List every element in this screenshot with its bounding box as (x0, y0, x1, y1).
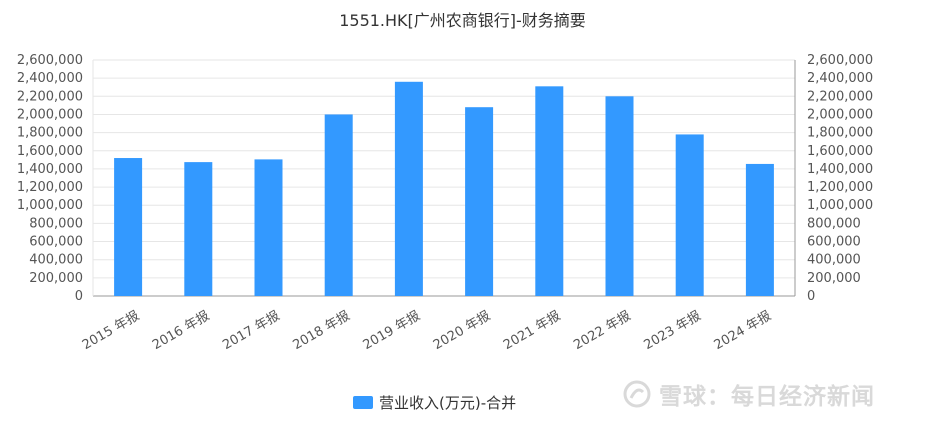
chart-title: 1551.HK[广州农商银行]-财务摘要 (339, 11, 586, 30)
left-y-tick-label: 2,600,000 (17, 53, 83, 68)
x-tick-label: 2017 年报 (220, 308, 282, 353)
bar[interactable] (465, 107, 494, 296)
right-y-tick-label: 2,000,000 (807, 107, 873, 122)
x-axis: 2015 年报 2016 年报 2017 年报 2018 年报 2019 年报 2020 … (80, 308, 774, 353)
right-y-tick-label: 1,800,000 (807, 126, 873, 141)
watermark: 雪球：每日经济新闻 (623, 377, 875, 411)
x-tick-label: 2022 年报 (571, 308, 633, 353)
right-y-tick-label: 600,000 (807, 235, 861, 250)
right-y-axis: 0 200,000 400,000 600,000 800,000 1,000,000 1,… (807, 53, 873, 304)
right-y-tick-label: 1,400,000 (807, 162, 873, 177)
right-y-tick-label: 400,000 (807, 253, 861, 268)
bar[interactable] (535, 86, 564, 296)
left-y-tick-label: 800,000 (29, 216, 83, 231)
right-y-tick-label: 1,200,000 (807, 180, 873, 195)
bar[interactable] (254, 159, 283, 296)
legend-label: 营业收入(万元)-合并 (379, 394, 517, 412)
bar[interactable] (324, 114, 353, 296)
left-y-tick-label: 2,400,000 (17, 71, 83, 86)
snowball-logo-icon (623, 380, 651, 408)
left-y-tick-label: 400,000 (29, 253, 83, 268)
bar[interactable] (394, 81, 423, 297)
left-y-tick-label: 600,000 (29, 235, 83, 250)
x-tick-label: 2024 年报 (712, 308, 774, 353)
x-tick-label: 2015 年报 (80, 308, 142, 353)
x-tick-label: 2019 年报 (361, 308, 423, 353)
left-y-axis: 0 200,000 400,000 600,000 800,000 1,000,000 1,… (17, 53, 83, 304)
legend-swatch (353, 396, 373, 409)
left-y-tick-label: 1,200,000 (17, 180, 83, 195)
x-tick-label: 2023 年报 (641, 308, 703, 353)
left-y-tick-label: 1,000,000 (17, 198, 83, 213)
left-y-tick-label: 200,000 (29, 271, 83, 286)
bar[interactable] (745, 163, 774, 296)
bars-layer (114, 81, 774, 297)
right-y-tick-label: 800,000 (807, 216, 861, 231)
bar[interactable] (184, 162, 213, 296)
x-tick-label: 2016 年报 (150, 308, 212, 353)
legend[interactable]: 营业收入(万元)-合并 (353, 392, 516, 413)
left-y-tick-label: 1,800,000 (17, 126, 83, 141)
left-y-tick-label: 2,200,000 (17, 89, 83, 104)
bar[interactable] (114, 158, 143, 296)
x-tick-label: 2021 年报 (501, 308, 563, 353)
watermark-text: 雪球：每日经济新闻 (659, 384, 875, 410)
x-tick-label: 2018 年报 (290, 308, 352, 353)
left-y-tick-label: 0 (75, 289, 83, 304)
x-tick-label: 2020 年报 (431, 308, 493, 353)
bar[interactable] (675, 134, 704, 296)
left-y-tick-label: 2,000,000 (17, 107, 83, 122)
right-y-tick-label: 2,200,000 (807, 89, 873, 104)
right-y-tick-label: 1,000,000 (807, 198, 873, 213)
right-y-tick-label: 0 (807, 289, 815, 304)
left-y-tick-label: 1,600,000 (17, 144, 83, 159)
right-y-tick-label: 1,600,000 (807, 144, 873, 159)
left-y-tick-label: 1,400,000 (17, 162, 83, 177)
right-y-tick-label: 200,000 (807, 271, 861, 286)
right-y-tick-label: 2,600,000 (807, 53, 873, 68)
bar[interactable] (605, 96, 634, 296)
right-y-tick-label: 2,400,000 (807, 71, 873, 86)
